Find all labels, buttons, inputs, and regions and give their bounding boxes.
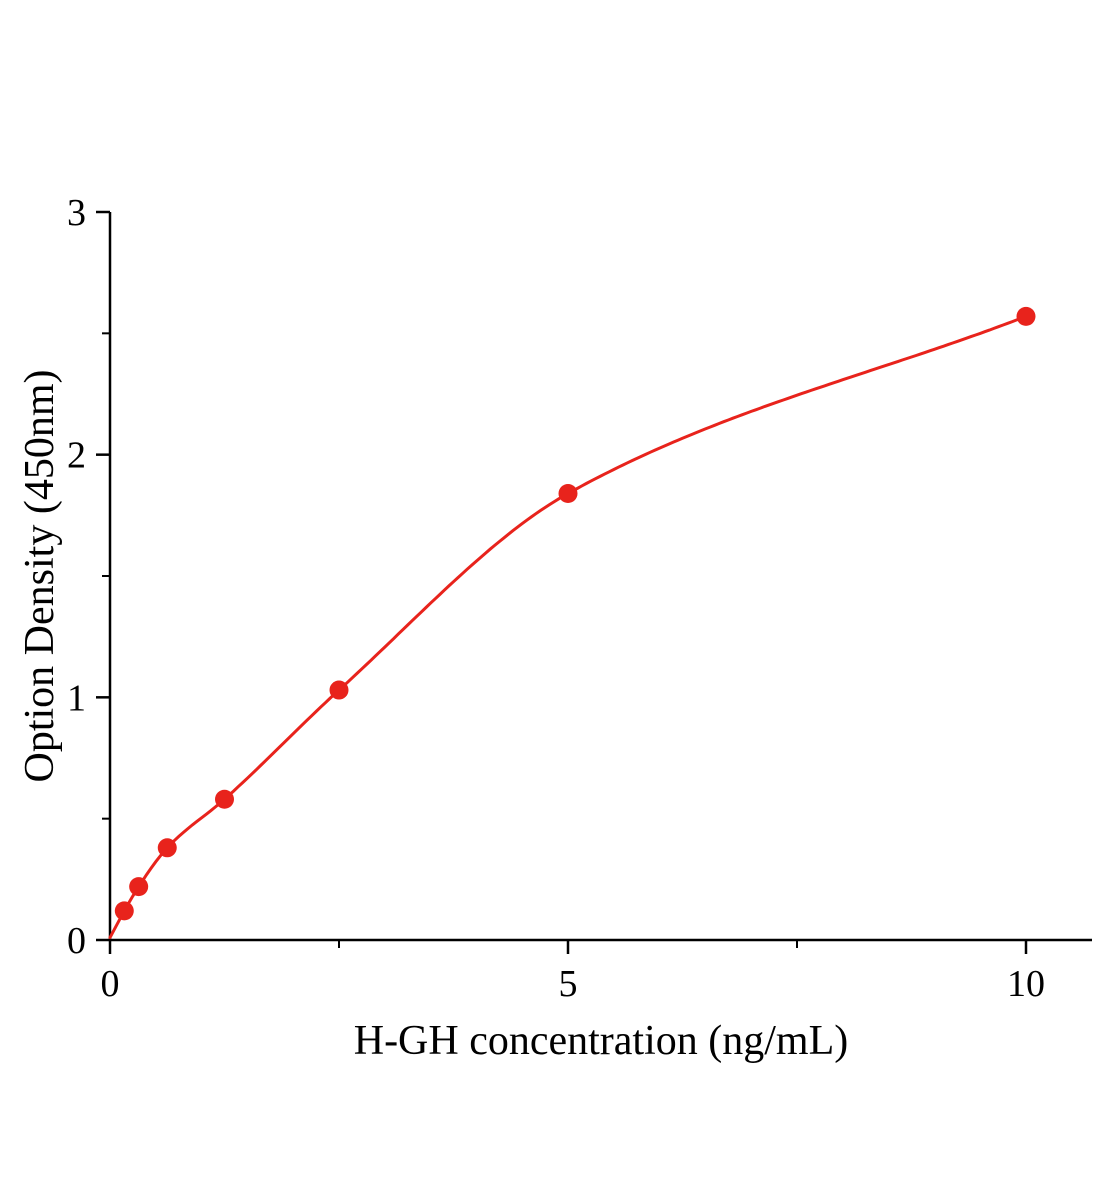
x-tick-label: 0 [101, 963, 120, 1005]
data-point [329, 680, 349, 700]
y-tick-label: 2 [67, 435, 86, 477]
fit-curve [108, 314, 1028, 940]
x-tick-label: 5 [559, 963, 578, 1005]
x-tick-label: 10 [1007, 963, 1045, 1005]
y-axis-title: Option Density (450nm) [16, 369, 63, 783]
data-point [1016, 306, 1036, 326]
x-axis-title: H-GH concentration (ng/mL) [353, 1018, 849, 1064]
data-point [114, 901, 134, 921]
data-point [129, 877, 149, 897]
y-tick-label: 0 [67, 920, 86, 962]
y-tick-label: 1 [67, 677, 86, 719]
data-point [558, 483, 578, 503]
data-point [157, 838, 177, 858]
y-tick-label: 3 [67, 192, 86, 234]
data-point [215, 789, 234, 809]
